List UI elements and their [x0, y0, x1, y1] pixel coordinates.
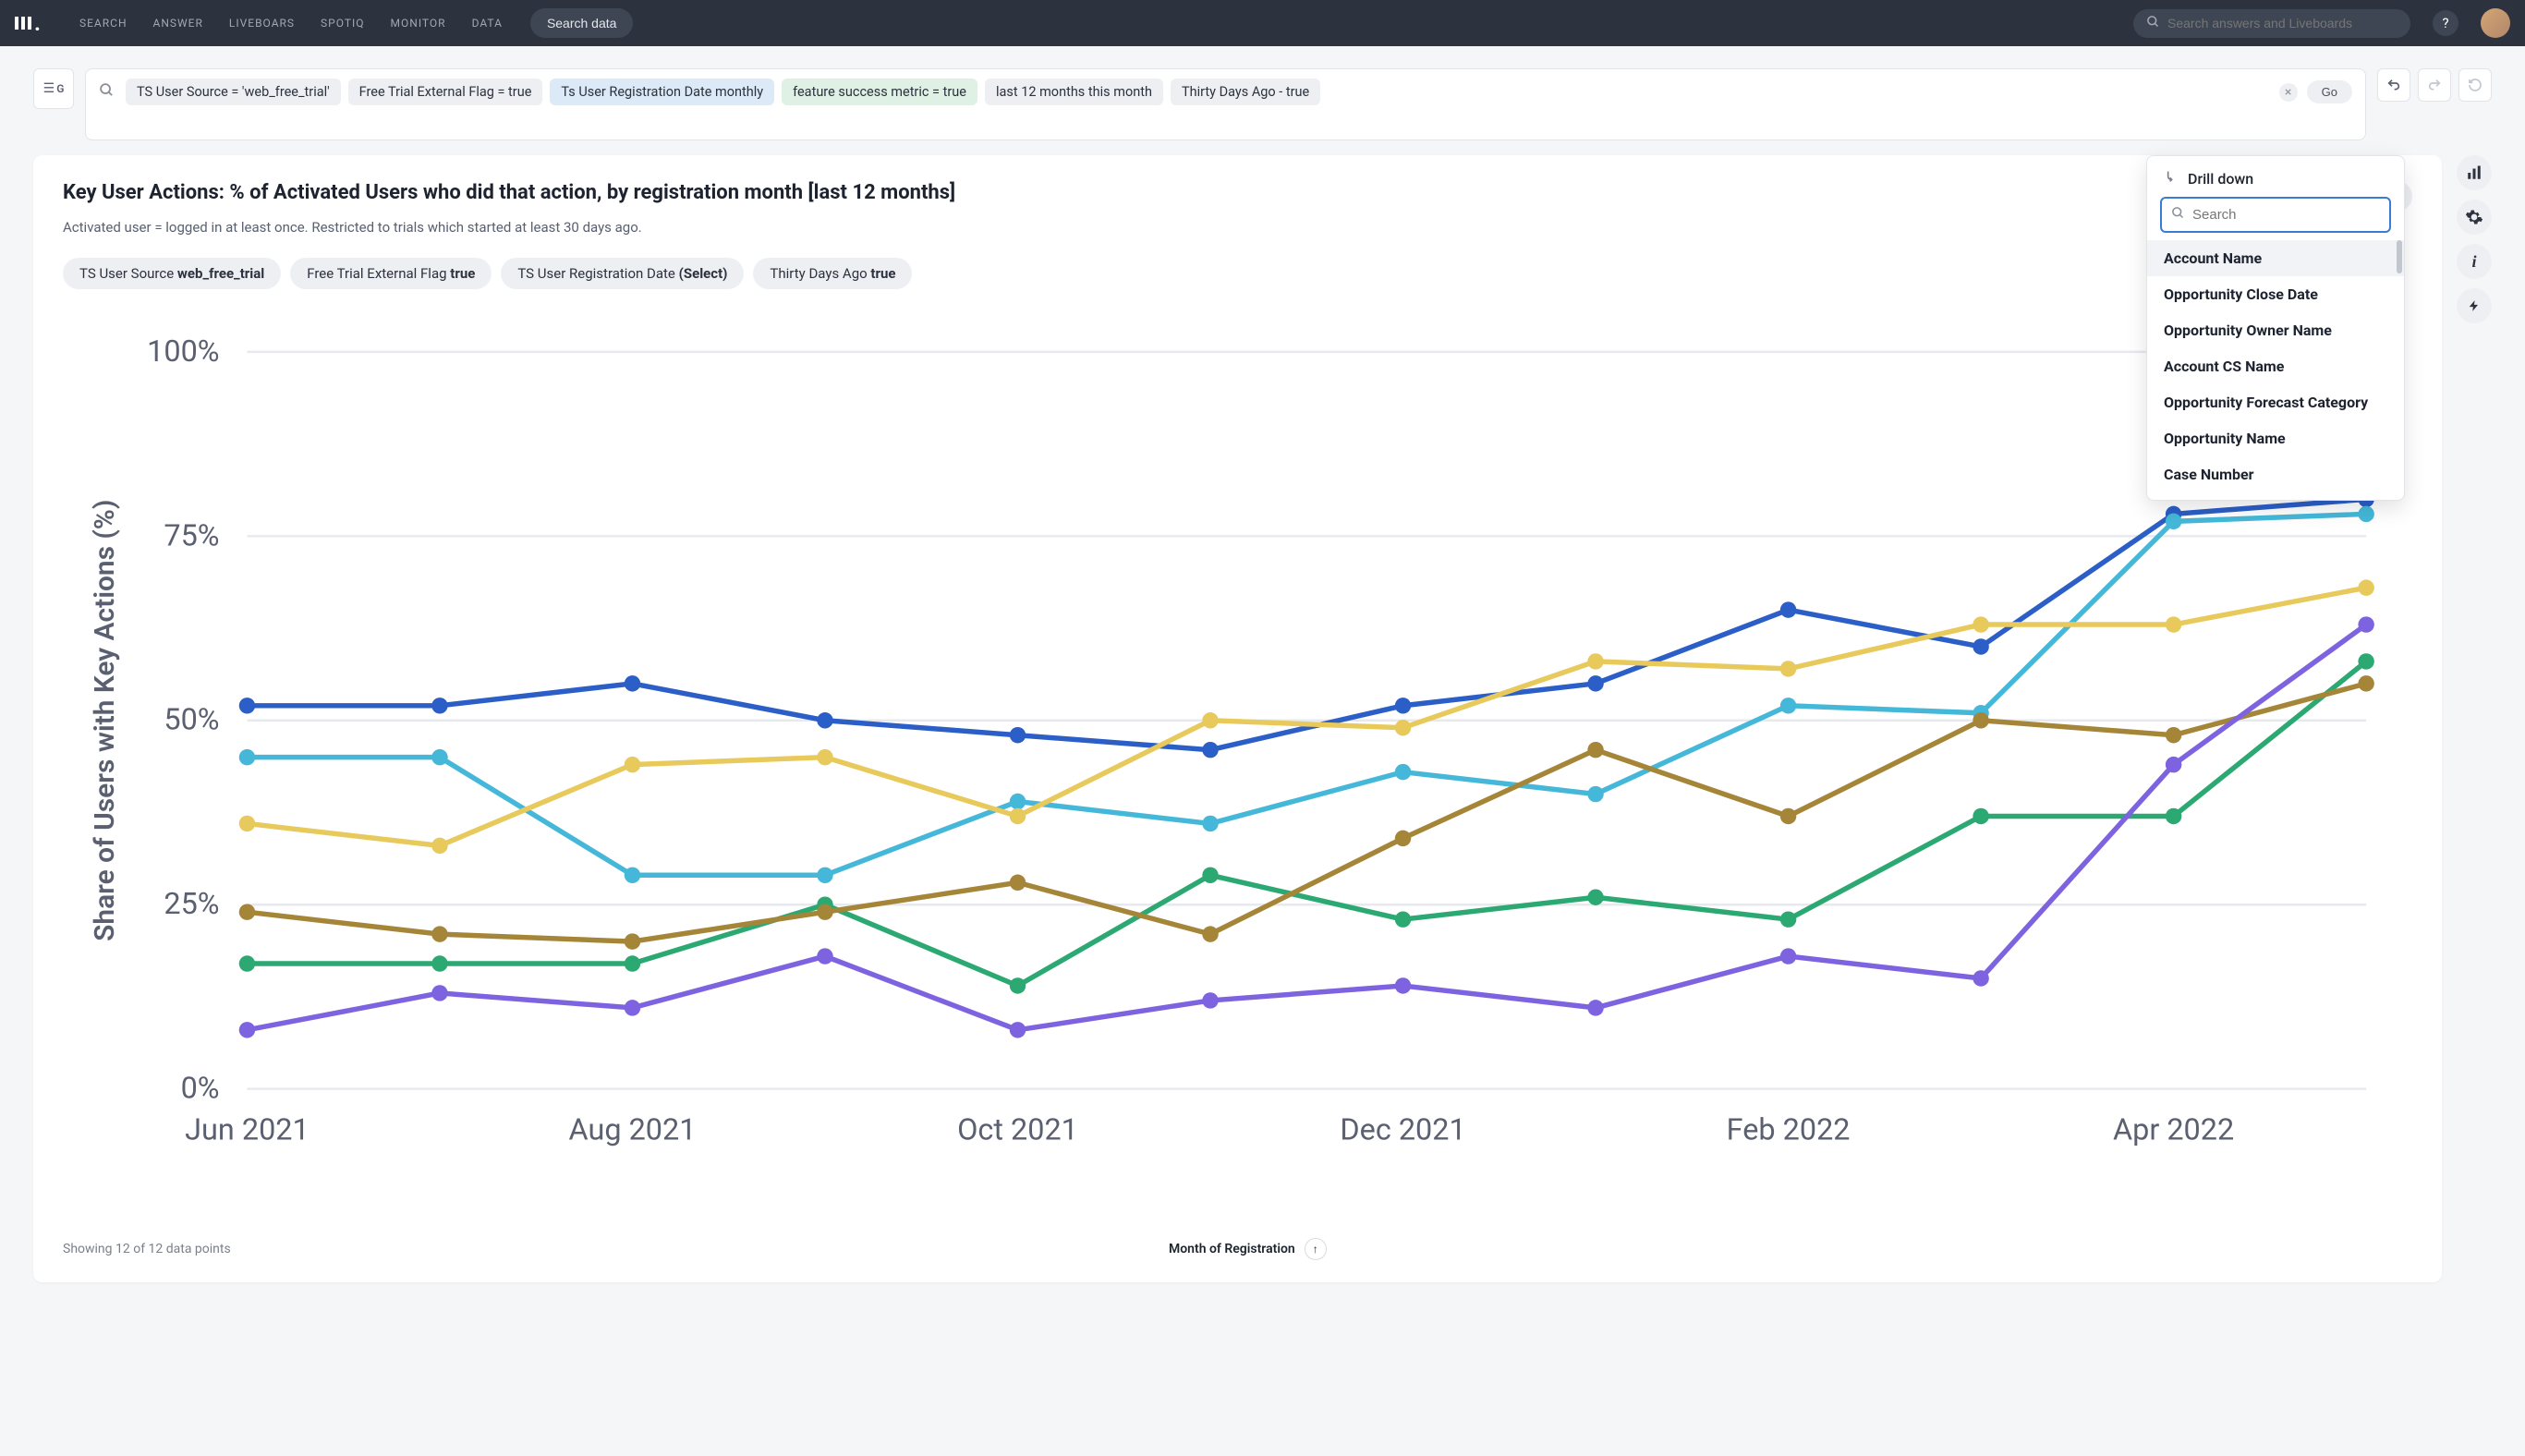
top-search[interactable] — [2133, 9, 2410, 38]
query-token[interactable]: Free Trial External Flag = true — [348, 79, 543, 105]
query-token[interactable]: feature success metric = true — [782, 79, 977, 105]
query-token[interactable]: Thirty Days Ago - true — [1171, 79, 1320, 105]
avatar[interactable] — [2481, 8, 2510, 38]
sort-button[interactable]: ↑ — [1305, 1238, 1327, 1260]
filter-chip[interactable]: Free Trial External Flag true — [290, 258, 492, 289]
data-source-button[interactable]: ☰ G — [33, 68, 74, 109]
svg-text:Apr 2022: Apr 2022 — [2113, 1112, 2234, 1147]
help-button[interactable]: ? — [2433, 10, 2458, 36]
nav-data[interactable]: DATA — [472, 17, 503, 30]
svg-text:Aug 2021: Aug 2021 — [569, 1112, 697, 1147]
settings-icon[interactable] — [2457, 200, 2492, 235]
nav-links: SEARCH ANSWER LIVEBOARS SPOTIQ MONITOR D… — [79, 17, 503, 30]
database-icon: ☰ — [43, 81, 55, 96]
drill-item[interactable]: Account CS Name — [2147, 348, 2404, 384]
query-box[interactable]: TS User Source = 'web_free_trial' Free Tr… — [85, 68, 2366, 140]
search-icon — [2171, 206, 2185, 224]
go-button[interactable]: Go — [2307, 80, 2352, 103]
drill-item[interactable]: Case Number — [2147, 456, 2404, 492]
answer-title: Key User Actions: % of Activated Users w… — [63, 181, 2337, 204]
top-search-input[interactable] — [2167, 16, 2398, 30]
drill-down-title: Drill down — [2188, 170, 2253, 188]
svg-text:Jun 2021: Jun 2021 — [185, 1112, 310, 1147]
svg-text:25%: 25% — [164, 886, 219, 921]
svg-text:100%: 100% — [147, 334, 219, 369]
drill-down-icon — [2164, 169, 2179, 188]
spotiq-icon[interactable] — [2457, 288, 2492, 323]
svg-text:Oct 2021: Oct 2021 — [957, 1112, 1078, 1147]
data-point-count: Showing 12 of 12 data points — [63, 1242, 231, 1256]
svg-text:75%: 75% — [164, 517, 219, 552]
nav-search[interactable]: SEARCH — [79, 17, 127, 30]
drill-down-panel: Drill down Account NameOpportunity Close… — [2146, 155, 2405, 501]
drill-item[interactable]: Opportunity Owner Name — [2147, 312, 2404, 348]
x-axis-label: Month of Registration — [1169, 1242, 1295, 1256]
drill-item[interactable]: Account Name — [2147, 240, 2404, 276]
undo-button[interactable] — [2377, 68, 2410, 102]
redo-button[interactable] — [2418, 68, 2451, 102]
svg-text:Dec 2021: Dec 2021 — [1340, 1112, 1465, 1147]
side-toolbar: i — [2457, 155, 2492, 323]
query-token[interactable]: Ts User Registration Date monthly — [550, 79, 774, 105]
svg-text:0%: 0% — [181, 1071, 220, 1106]
logo[interactable]: . — [15, 10, 42, 36]
nav-answer[interactable]: ANSWER — [153, 17, 203, 30]
drill-search[interactable] — [2160, 197, 2391, 233]
top-nav: . SEARCH ANSWER LIVEBOARS SPOTIQ MONITOR… — [0, 0, 2525, 46]
query-token[interactable]: TS User Source = 'web_free_trial' — [126, 79, 341, 105]
nav-liveboards[interactable]: LIVEBOARS — [229, 17, 295, 30]
scrollbar-thumb[interactable] — [2397, 240, 2402, 273]
answer-subtitle: Activated user = logged in at least once… — [63, 219, 2412, 236]
query-token[interactable]: last 12 months this month — [985, 79, 1163, 105]
main-content: Key User Actions: % of Activated Users w… — [0, 140, 2525, 1316]
search-icon — [99, 82, 115, 102]
filter-chip[interactable]: TS User Source web_free_trial — [63, 258, 281, 289]
filter-chip[interactable]: Thirty Days Ago true — [753, 258, 912, 289]
drill-item[interactable]: Opportunity Forecast Category — [2147, 384, 2404, 420]
drill-item[interactable]: Opportunity Close Date — [2147, 276, 2404, 312]
nav-spotiq[interactable]: SPOTIQ — [321, 17, 364, 30]
chart-container: 0% 25% 50% 75% 100% Jun 2021 Aug 2021 Oct 2021 D… — [63, 306, 2412, 1231]
drill-search-input[interactable] — [2192, 207, 2380, 223]
filter-chips: TS User Source web_free_trial Free Trial … — [63, 258, 2412, 289]
query-area: ☰ G TS User Source = 'web_free_trial' Fre… — [0, 46, 2525, 140]
line-chart[interactable]: 0% 25% 50% 75% 100% Jun 2021 Aug 2021 Oct 2021 D… — [63, 306, 2412, 1227]
reset-button[interactable] — [2458, 68, 2492, 102]
info-icon[interactable]: i — [2457, 244, 2492, 279]
query-actions — [2377, 68, 2492, 102]
chart-type-icon[interactable] — [2457, 155, 2492, 190]
svg-text:Feb 2022: Feb 2022 — [1727, 1112, 1851, 1147]
search-icon — [2146, 15, 2160, 32]
answer-card: Key User Actions: % of Activated Users w… — [33, 155, 2442, 1282]
source-label: G — [56, 82, 64, 95]
svg-text:50%: 50% — [164, 702, 219, 737]
drill-item[interactable]: Opportunity Name — [2147, 420, 2404, 456]
filter-chip[interactable]: TS User Registration Date (Select) — [501, 258, 744, 289]
clear-query-icon[interactable]: × — [2279, 83, 2298, 102]
search-data-button[interactable]: Search data — [530, 8, 634, 38]
drill-list: Account NameOpportunity Close DateOpport… — [2147, 240, 2404, 492]
nav-monitor[interactable]: MONITOR — [391, 17, 446, 30]
svg-text:Share of Users with Key Action: Share of Users with Key Actions (%) — [89, 500, 121, 941]
